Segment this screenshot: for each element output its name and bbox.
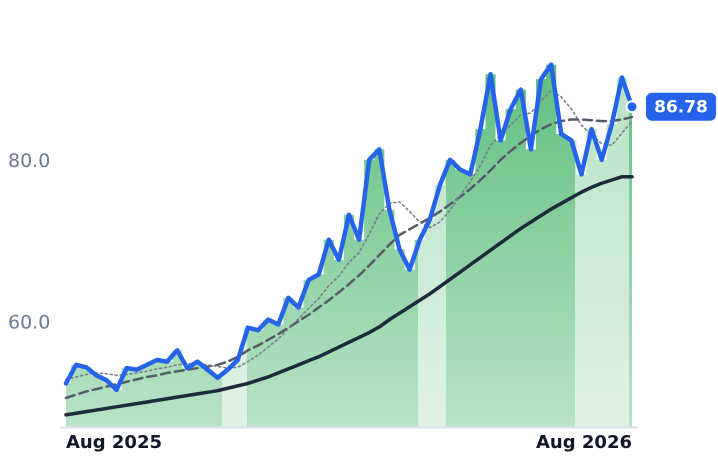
- labels-layer: 60.0 80.0 Aug 2025 Aug 2026 86.78: [8, 92, 716, 453]
- last-point: [625, 100, 639, 114]
- price-line: [63, 62, 635, 393]
- band: [575, 0, 629, 427]
- area-layer: [66, 64, 632, 427]
- moving-average: [65, 89, 633, 381]
- last-value-label: 86.78: [654, 98, 708, 118]
- lines-layer: [63, 62, 635, 417]
- band: [222, 0, 247, 427]
- area: [66, 64, 632, 427]
- y-tick-label: 80.0: [8, 150, 50, 172]
- last-value-badge: [646, 92, 716, 121]
- x-tick-label: Aug 2026: [536, 432, 632, 453]
- x-tick-label: Aug 2025: [66, 432, 162, 453]
- y-tick-label: 60.0: [8, 311, 50, 333]
- moving-average: [64, 115, 634, 400]
- moving-average: [64, 175, 634, 417]
